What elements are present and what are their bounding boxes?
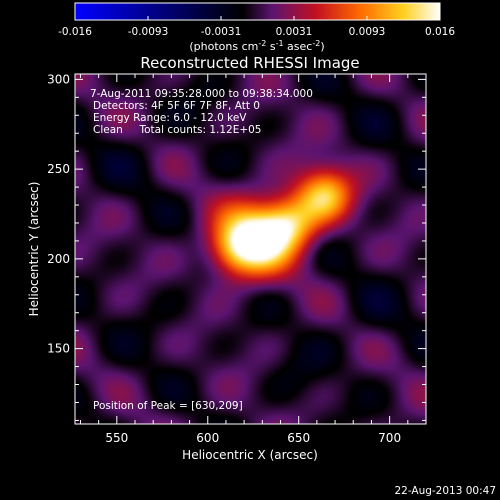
colorbar-bar [74, 2, 441, 21]
y-tick-label: 150 [47, 342, 70, 356]
heatmap-image [75, 74, 426, 424]
colorbar-tick-label: 0.016 [425, 26, 455, 38]
y-tick-label: 300 [47, 72, 70, 86]
info-line-energy: Energy Range: 6.0 - 12.0 keV [93, 112, 247, 124]
plot-frame [74, 73, 427, 425]
x-axis-label: Heliocentric X (arcsec) [182, 448, 318, 462]
colorbar-tick-label: -0.0031 [201, 26, 242, 38]
image-area [75, 74, 426, 424]
info-line-counts: Clean Total counts: 1.12E+05 [93, 124, 262, 136]
colorbar-tick-label: -0.016 [58, 26, 92, 38]
x-tick-label: 700 [378, 431, 401, 445]
colorbar: -0.016 -0.0093 -0.0031 0.0031 0.0093 0.016 (p… [58, 2, 455, 53]
colorbar-ticks: -0.016 -0.0093 -0.0031 0.0031 0.0093 0.016 [58, 16, 455, 38]
colorbar-tick-label: 0.0093 [349, 26, 386, 38]
x-tick-label: 600 [196, 431, 219, 445]
info-line-detectors: Detectors: 4F 5F 6F 7F 8F, Att 0 [93, 100, 260, 112]
axis-ticks: 550 600 650 700 150 200 250 300 [47, 72, 427, 445]
info-block: 7-Aug-2011 09:35:28.000 to 09:38:34.000 … [90, 88, 313, 136]
x-tick-label: 650 [287, 431, 310, 445]
y-tick-label: 250 [47, 162, 70, 176]
peak-position-label: Position of Peak = [630,209] [93, 400, 243, 412]
info-line-time: 7-Aug-2011 09:35:28.000 to 09:38:34.000 [90, 88, 313, 100]
colorbar-tick-label: 0.0031 [276, 26, 313, 38]
y-tick-label: 200 [47, 252, 70, 266]
footer-date: 22-Aug-2013 00:47 [394, 485, 496, 497]
y-axis-label: Heliocentric Y (arcsec) [27, 182, 41, 317]
colorbar-unit-label: (photons cm-2 s-1 asec-2) [189, 39, 324, 53]
x-tick-label: 550 [105, 431, 128, 445]
colorbar-tick-label: -0.0093 [128, 26, 169, 38]
chart-title: Reconstructed RHESSI Image [140, 54, 359, 72]
